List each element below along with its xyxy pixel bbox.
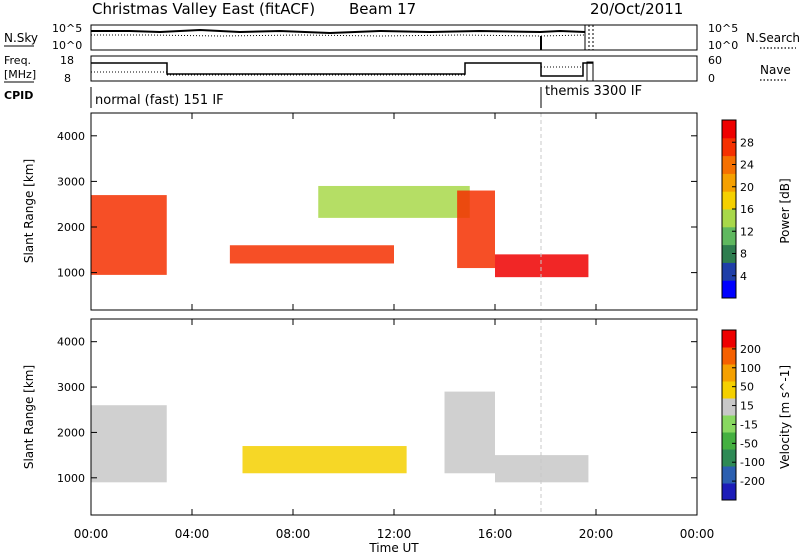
velocity-colorbar-cell: [722, 364, 736, 382]
velocity-ylabel: Slant Range [km]: [22, 365, 36, 469]
cpid-segment-themis: themis 3300 IF: [545, 84, 642, 99]
freq-panel-frame: [90, 55, 698, 82]
power-colorbar-cell: [722, 280, 736, 299]
x-axis-label: Time UT: [368, 541, 419, 554]
velocity-echo-region: [444, 391, 495, 474]
power-colorbar-cell: [722, 226, 736, 246]
power-echo-region: [495, 254, 589, 278]
power-echo-region: [229, 245, 394, 264]
xtick-label: 16:00: [478, 527, 513, 541]
velocity-colorbar-cell: [722, 483, 736, 501]
plot-title: Christmas Valley East (fitACF): [92, 0, 315, 18]
power-colorbar-tick-label: 20: [740, 181, 754, 194]
velocity-echo-region: [91, 405, 167, 483]
velocity-colorbar-cell: [722, 466, 736, 484]
power-colorbar-cell: [722, 173, 736, 192]
power-colorbar-cell: [722, 137, 736, 157]
beam-label: Beam 17: [349, 0, 416, 18]
noise-panel-frame: [90, 24, 698, 51]
power-echo-region: [457, 190, 495, 269]
power-panel: 4000 3000 2000 1000 Slant Range [km]: [22, 112, 698, 311]
power-colorbar-tick-label: 24: [740, 159, 754, 172]
freq-right-tick-high: 60: [708, 54, 722, 67]
velocity-panel: 4000 3000 2000 1000 Slant Range [km]: [22, 318, 698, 516]
velocity-ytick-label: 1000: [57, 472, 85, 485]
freq-trace: [91, 62, 593, 77]
noise-left-tick-low: 10^0: [52, 39, 82, 52]
freq-left-tick-high: 18: [60, 54, 74, 67]
power-colorbar-cell: [722, 244, 736, 263]
noise-right-tick-low: 10^0: [708, 39, 738, 52]
velocity-colorbar-cell: [722, 415, 736, 433]
noise-sky-trace: [91, 28, 586, 35]
power-echo-region: [91, 195, 167, 275]
power-colorbar: [721, 119, 737, 299]
freq-right-label: Nave: [760, 63, 791, 77]
velocity-echo-region: [495, 455, 589, 483]
power-ytick-label: 3000: [57, 175, 85, 188]
velocity-colorbar: [721, 329, 737, 501]
noise-search-trace: [91, 34, 586, 37]
power-colorbar-tick-label: 8: [740, 248, 747, 261]
xtick-label: 00:00: [680, 527, 715, 541]
velocity-colorbar-tick-label: -50: [740, 437, 758, 450]
velocity-colorbar-tick-label: -200: [740, 475, 765, 488]
xtick-label: 04:00: [175, 527, 210, 541]
velocity-ytick-label: 2000: [57, 426, 85, 439]
power-ytick-label: 1000: [57, 267, 85, 280]
velocity-colorbar-cell: [722, 381, 736, 399]
cpid-label: CPID: [4, 89, 33, 102]
noise-left-label: N.Sky: [4, 31, 38, 45]
xtick-label: 12:00: [377, 527, 412, 541]
noise-right-label: N.Search: [746, 31, 800, 45]
power-colorbar-cell: [722, 155, 736, 174]
power-colorbar-tick-label: 12: [740, 225, 754, 238]
velocity-ytick-label: 3000: [57, 381, 85, 394]
velocity-colorbar-tick-label: 200: [740, 343, 761, 356]
velocity-colorbar-tick-label: 50: [740, 381, 754, 394]
power-colorbar-cell: [722, 120, 736, 139]
velocity-colorbar-cell: [722, 449, 736, 467]
velocity-colorbar-cell: [722, 398, 736, 416]
noise-right-tick-high: 10^5: [708, 22, 738, 35]
velocity-ytick-label: 4000: [57, 336, 85, 349]
power-colorbar-tick-label: 28: [740, 136, 754, 149]
power-ylabel: Slant Range [km]: [22, 159, 36, 263]
velocity-echo-region: [242, 446, 407, 474]
power-ytick-label: 4000: [57, 130, 85, 143]
date-label: 20/Oct/2011: [590, 0, 683, 18]
power-ytick-label: 2000: [57, 221, 85, 234]
velocity-colorbar-label: Velocity [m s^-1]: [778, 365, 792, 469]
power-colorbar-label: Power [dB]: [778, 178, 792, 243]
cpid-segment-normal: normal (fast) 151 IF: [95, 93, 224, 108]
power-echo-region: [318, 185, 470, 218]
power-colorbar-tick-label: 16: [740, 203, 754, 216]
xtick-label: 20:00: [579, 527, 614, 541]
velocity-colorbar-tick-label: 15: [740, 400, 754, 413]
power-colorbar-cell: [722, 262, 736, 281]
velocity-colorbar-cell: [722, 330, 736, 348]
freq-left-label-1: Freq.: [4, 54, 31, 67]
xtick-label: 08:00: [276, 527, 311, 541]
velocity-colorbar-cell: [722, 432, 736, 450]
xtick-label: 00:00: [74, 527, 109, 541]
velocity-colorbar-cell: [722, 347, 736, 365]
power-colorbar-cell: [722, 209, 736, 228]
velocity-colorbar-tick-label: -100: [740, 456, 765, 469]
freq-left-label-2: [MHz]: [4, 68, 36, 81]
power-colorbar-cell: [722, 191, 736, 210]
power-colorbar-tick-label: 4: [740, 270, 747, 283]
velocity-colorbar-tick-label: 100: [740, 362, 761, 375]
freq-left-tick-low: 8: [64, 72, 71, 85]
noise-left-tick-high: 10^5: [52, 22, 82, 35]
freq-right-tick-low: 0: [708, 72, 715, 85]
velocity-colorbar-tick-label: -15: [740, 418, 758, 431]
